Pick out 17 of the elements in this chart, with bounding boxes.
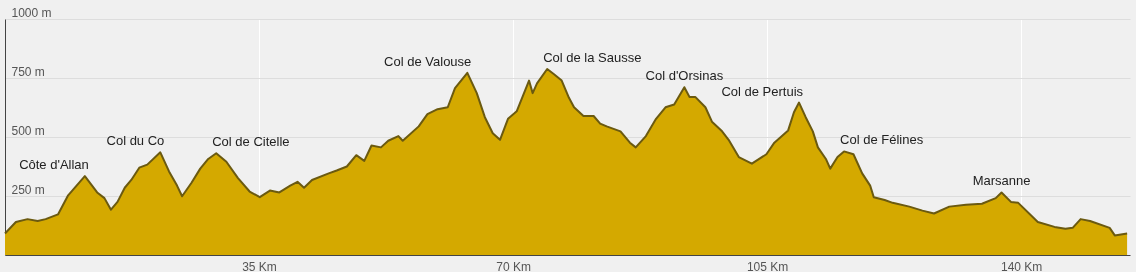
- annotation: Côte d'Allan: [19, 157, 89, 173]
- x-tick-label: 140 Km: [1000, 259, 1043, 274]
- x-tick-label: 70 Km: [496, 259, 531, 274]
- annotation: Marsanne: [972, 173, 1031, 189]
- y-tick-label: 250 m: [11, 182, 45, 197]
- x-tick-label: 35 Km: [242, 259, 277, 274]
- annotation: Col de Valouse: [384, 53, 472, 69]
- annotation: Col d'Orsinas: [645, 68, 724, 84]
- annotation: Col du Co: [106, 133, 165, 149]
- y-tick-label: 750 m: [11, 64, 45, 79]
- annotation: Col de Félines: [840, 132, 924, 148]
- annotation: Col de Citelle: [212, 134, 290, 150]
- y-tick-label: 1000 m: [11, 5, 52, 20]
- annotation: Col de la Sausse: [543, 50, 642, 66]
- y-tick-label: 500 m: [11, 123, 45, 138]
- x-tick-label: 105 Km: [746, 259, 789, 274]
- annotation: Col de Pertuis: [721, 83, 804, 99]
